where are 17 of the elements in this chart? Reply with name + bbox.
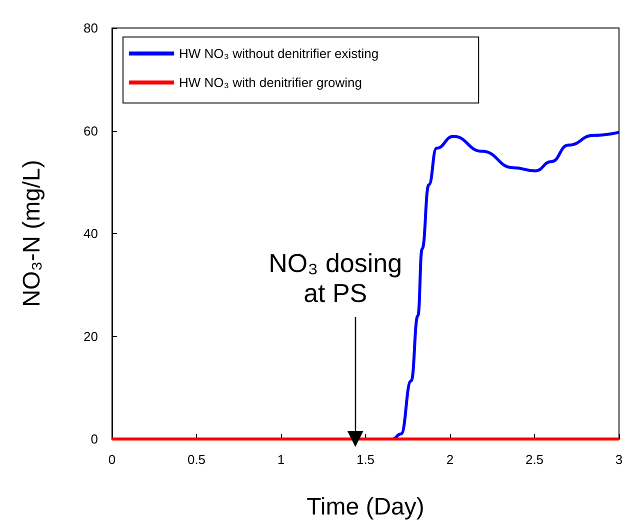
x-tick-label: 0: [108, 452, 116, 467]
y-tick-label: 20: [84, 328, 98, 344]
y-tick-label: 40: [84, 226, 98, 241]
x-tick-label: 1.5: [356, 452, 375, 467]
annotation: NO₃ dosing at PS: [268, 248, 402, 308]
y-axis-title: NO₃-N (mg/L): [18, 160, 46, 308]
y-tick-label: 60: [84, 123, 98, 138]
x-tick-label: 3: [615, 452, 623, 467]
x-tick-label: 1: [277, 452, 285, 467]
legend-label: HW NO₃ with denitrifier growing: [179, 75, 362, 90]
x-tick-label: 0.5: [187, 452, 206, 467]
x-tick-label: 2: [446, 452, 454, 467]
x-axis-title: Time (Day): [306, 494, 424, 520]
y-tick-label: 80: [84, 20, 98, 36]
legend-label: HW NO₃ without denitrifier existing: [179, 46, 379, 61]
x-tick-label: 2.5: [525, 452, 544, 467]
y-tick-label: 0: [90, 432, 98, 446]
